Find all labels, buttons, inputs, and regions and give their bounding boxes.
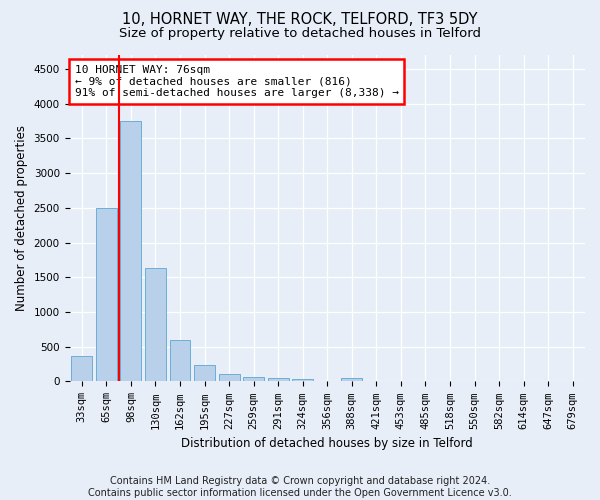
Text: 10 HORNET WAY: 76sqm
← 9% of detached houses are smaller (816)
91% of semi-detac: 10 HORNET WAY: 76sqm ← 9% of detached ho… bbox=[74, 65, 398, 98]
X-axis label: Distribution of detached houses by size in Telford: Distribution of detached houses by size … bbox=[181, 437, 473, 450]
Text: 10, HORNET WAY, THE ROCK, TELFORD, TF3 5DY: 10, HORNET WAY, THE ROCK, TELFORD, TF3 5… bbox=[122, 12, 478, 28]
Bar bbox=[218, 374, 239, 382]
Text: Size of property relative to detached houses in Telford: Size of property relative to detached ho… bbox=[119, 28, 481, 40]
Bar bbox=[243, 377, 264, 382]
Bar bbox=[145, 268, 166, 382]
Bar bbox=[292, 379, 313, 382]
Bar bbox=[341, 378, 362, 382]
Bar bbox=[170, 340, 190, 382]
Y-axis label: Number of detached properties: Number of detached properties bbox=[15, 125, 28, 311]
Bar bbox=[268, 378, 289, 382]
Bar bbox=[121, 121, 142, 382]
Bar bbox=[194, 366, 215, 382]
Text: Contains HM Land Registry data © Crown copyright and database right 2024.
Contai: Contains HM Land Registry data © Crown c… bbox=[88, 476, 512, 498]
Bar bbox=[71, 356, 92, 382]
Bar bbox=[96, 208, 117, 382]
